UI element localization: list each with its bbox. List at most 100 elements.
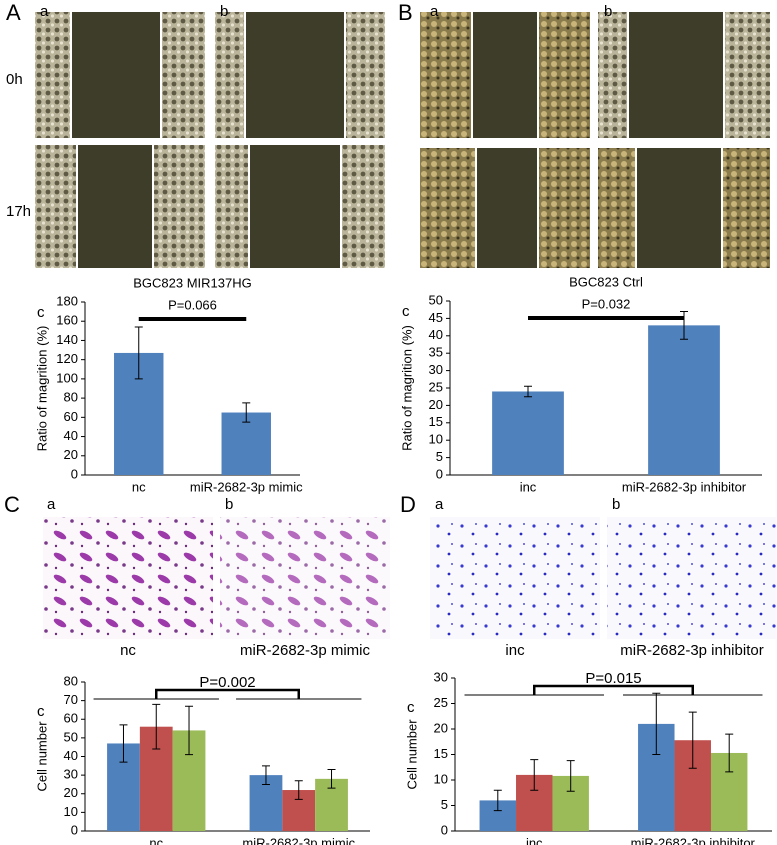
y-tick-label: 0 bbox=[71, 822, 78, 837]
y-tick-label: 160 bbox=[56, 313, 78, 328]
y-tick-label: 30 bbox=[64, 767, 78, 782]
y-tick-label: 60 bbox=[64, 711, 78, 726]
significance-bracket bbox=[155, 688, 300, 699]
y-tick-label: 15 bbox=[434, 746, 448, 761]
panel-label: c bbox=[37, 304, 45, 321]
micrographs bbox=[35, 12, 776, 639]
y-tick-label: 25 bbox=[429, 379, 443, 394]
label: a bbox=[430, 3, 439, 20]
y-tick-label: 40 bbox=[64, 748, 78, 763]
panel-label: c bbox=[37, 703, 45, 720]
y-tick-label: 10 bbox=[429, 432, 443, 447]
error-bar bbox=[688, 711, 697, 769]
significance-bracket bbox=[533, 684, 694, 695]
error-bar bbox=[261, 765, 270, 785]
label: a bbox=[47, 496, 56, 513]
p-value: P=0.066 bbox=[168, 297, 217, 312]
p-value: P=0.002 bbox=[199, 674, 255, 691]
label: b bbox=[225, 496, 233, 513]
y-tick-label: 50 bbox=[429, 292, 443, 307]
label: b bbox=[612, 496, 620, 513]
panel-label: c bbox=[407, 699, 415, 716]
label: A bbox=[6, 0, 21, 25]
p-value: P=0.032 bbox=[582, 296, 631, 311]
chart-title: BGC823 MIR137HG bbox=[133, 275, 252, 290]
y-axis-label: Cell number bbox=[34, 721, 49, 792]
scratch-gap bbox=[71, 12, 161, 138]
label: b bbox=[220, 3, 228, 20]
error-bar bbox=[725, 733, 734, 773]
label: miR-2682-3p inhibitor bbox=[620, 642, 763, 659]
y-tick-label: 100 bbox=[56, 370, 78, 385]
panel-label: c bbox=[402, 303, 410, 320]
scratch-gap bbox=[249, 145, 341, 268]
y-tick-label: 15 bbox=[429, 414, 443, 429]
scratch-gap bbox=[77, 145, 153, 268]
scratch-gap bbox=[628, 12, 724, 138]
error-bar bbox=[566, 760, 575, 792]
y-tick-label: 20 bbox=[64, 447, 78, 462]
y-tick-label: 10 bbox=[434, 771, 448, 786]
micrograph bbox=[43, 517, 213, 639]
y-tick-label: 30 bbox=[429, 362, 443, 377]
error-bar bbox=[185, 705, 194, 756]
y-tick-label: 20 bbox=[429, 397, 443, 412]
label: 0h bbox=[6, 71, 23, 88]
y-tick-label: 0 bbox=[436, 466, 443, 481]
y-tick-label: 5 bbox=[441, 797, 448, 812]
label: a bbox=[435, 496, 444, 513]
x-tick-label: nc bbox=[132, 479, 146, 494]
y-tick-label: 0 bbox=[441, 822, 448, 837]
p-value: P=0.015 bbox=[585, 670, 641, 687]
label: nc bbox=[120, 642, 136, 659]
label: miR-2682-3p mimic bbox=[240, 642, 371, 659]
bar bbox=[221, 412, 271, 475]
y-tick-label: 40 bbox=[64, 428, 78, 443]
error-bar bbox=[493, 789, 502, 812]
micrograph bbox=[607, 517, 776, 639]
scratch-gap bbox=[476, 148, 538, 268]
y-tick-label: 70 bbox=[64, 692, 78, 707]
scratch-gap bbox=[245, 12, 345, 138]
y-tick-label: 30 bbox=[434, 669, 448, 684]
x-tick-label: inc bbox=[526, 835, 543, 845]
y-tick-label: 40 bbox=[429, 327, 443, 342]
y-tick-label: 50 bbox=[64, 729, 78, 744]
error-bar bbox=[134, 326, 143, 380]
y-tick-label: 140 bbox=[56, 332, 78, 347]
error-bar bbox=[119, 724, 128, 763]
bar bbox=[492, 391, 564, 475]
error-bar bbox=[530, 759, 539, 791]
label: D bbox=[400, 492, 416, 517]
y-axis-label: Ratio of magrition (%) bbox=[399, 325, 414, 451]
y-axis-label: Ratio of magrition (%) bbox=[34, 326, 49, 452]
error-bar bbox=[152, 703, 161, 750]
y-tick-label: 35 bbox=[429, 345, 443, 360]
error-bar bbox=[294, 780, 303, 800]
label: C bbox=[4, 492, 20, 517]
y-tick-label: 45 bbox=[429, 310, 443, 325]
label: B bbox=[398, 0, 413, 25]
scratch-gap bbox=[472, 12, 538, 138]
x-tick-label: miR-2682-3p mimic bbox=[190, 479, 303, 494]
y-tick-label: 80 bbox=[64, 673, 78, 688]
x-tick-label: miR-2682-3p inhibitor bbox=[622, 479, 747, 494]
x-tick-label: miR-2682-3p mimic bbox=[242, 835, 355, 845]
label: a bbox=[40, 3, 49, 20]
chart-title: BGC823 Ctrl bbox=[569, 274, 643, 289]
y-tick-label: 10 bbox=[64, 804, 78, 819]
bar bbox=[648, 325, 720, 475]
y-tick-label: 60 bbox=[64, 409, 78, 424]
y-tick-label: 25 bbox=[434, 695, 448, 710]
y-tick-label: 80 bbox=[64, 390, 78, 405]
label: inc bbox=[505, 642, 525, 659]
x-tick-label: miR-2682-3p inhibitor bbox=[631, 835, 756, 845]
micrograph bbox=[220, 517, 390, 639]
y-tick-label: 180 bbox=[56, 293, 78, 308]
y-tick-label: 20 bbox=[64, 785, 78, 800]
y-tick-label: 5 bbox=[436, 449, 443, 464]
error-bar bbox=[652, 692, 661, 755]
scratch-gap bbox=[636, 148, 722, 268]
micrograph bbox=[430, 517, 600, 639]
